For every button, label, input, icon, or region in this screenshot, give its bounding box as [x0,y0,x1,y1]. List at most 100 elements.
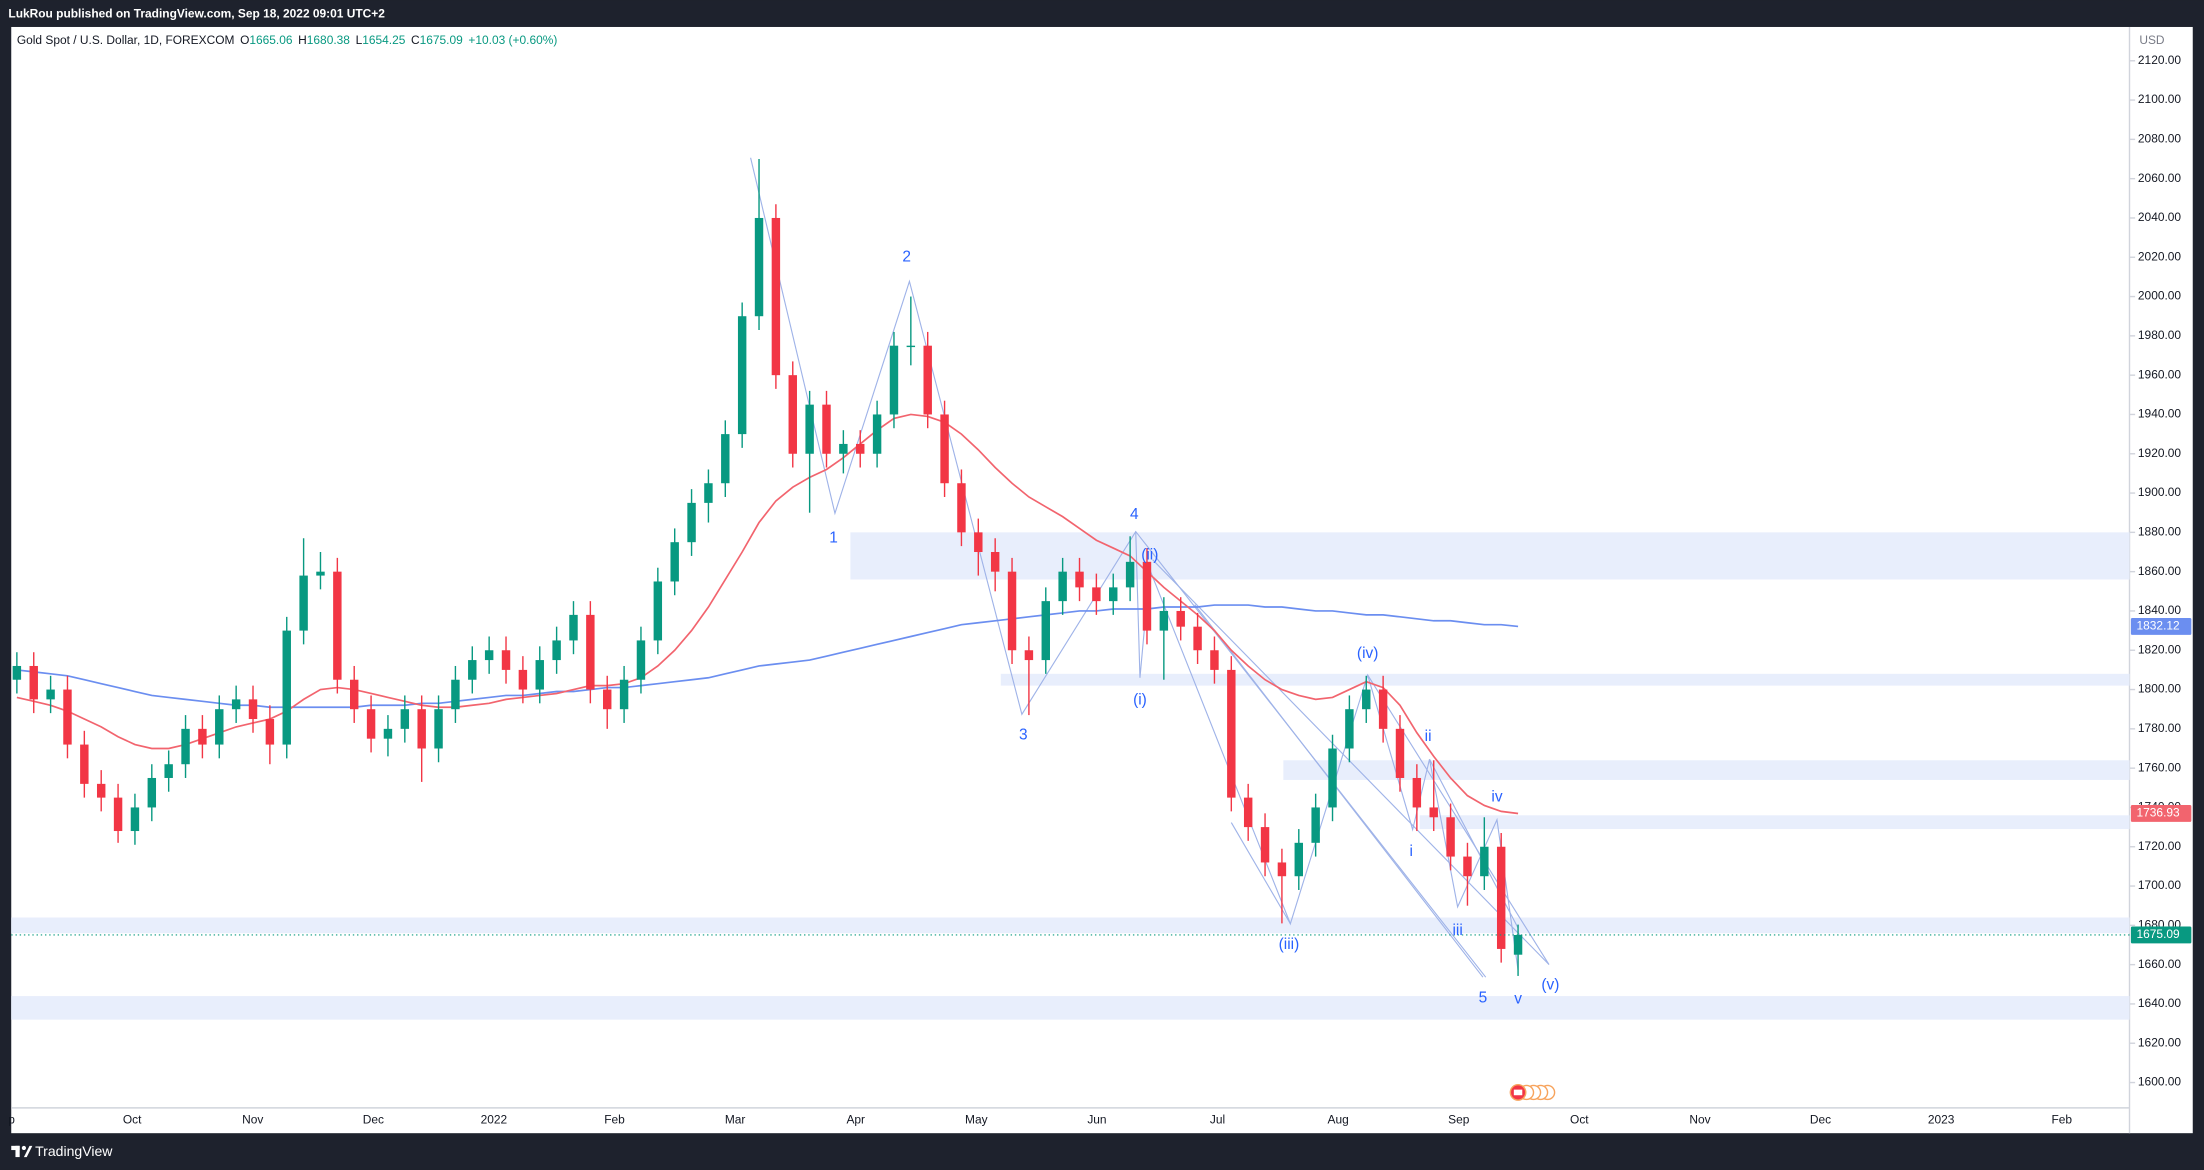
candle-body [1024,650,1034,661]
candle-body [366,709,376,739]
candle-body [1159,610,1169,631]
y-tick-label: 1960.00 [2138,367,2182,381]
candle-body [29,665,38,700]
candle-body [670,542,679,582]
candle-body [619,679,629,710]
candle-body [1412,777,1422,808]
candle-body [1345,709,1354,749]
publisher: LukRou published on TradingView.com, Sep… [8,6,385,20]
candle-body [957,483,966,533]
candle-body [113,797,123,832]
candle-body [653,581,663,641]
logo [11,1145,33,1158]
candle-body [687,502,696,543]
candle-body [1395,728,1405,778]
candle-body [1007,571,1017,651]
wave-label: 1 [829,530,838,547]
candle-body [164,764,173,778]
candle-body [265,719,275,745]
y-tick-label: 2000.00 [2138,289,2182,303]
candle-body [1041,601,1050,661]
candle-body [1125,561,1135,588]
zone [1000,673,2130,686]
candle-body [1480,846,1489,877]
candle-body [535,660,544,690]
y-tick-label: 1860.00 [2138,564,2182,578]
x-tick-label: Nov [1689,1113,1710,1127]
ohlc-label: C [411,33,420,47]
legend: Gold Spot / U.S. Dollar, 1D, FOREXCOM O16… [17,33,557,47]
candle-body [1378,689,1388,729]
price-tag [2130,618,2192,635]
candle-body [1496,846,1506,949]
ohlc-value: 1654.25 [362,33,406,47]
candle-body [569,614,578,641]
candle-body [96,783,106,798]
y-tick-label: 2020.00 [2138,249,2182,263]
candle-body [1109,587,1118,602]
y-tick-label: 1700.00 [2138,878,2182,892]
candle-body [906,345,916,348]
zone [11,996,2130,1020]
candle-body [1260,827,1270,863]
wave-line [1152,559,1550,965]
y-tick-label: 2040.00 [2138,210,2182,224]
candle-body [282,630,291,745]
ohlc-value: 1675.09 [420,33,464,47]
wave-label: 4 [1130,506,1139,523]
candle-body [856,443,865,454]
candle-body [417,709,426,749]
candle-body [1176,610,1185,627]
symbol: Gold Spot / U.S. Dollar, 1D, FOREXCOM [17,33,235,47]
candle-body [1058,571,1067,602]
x-tick-label: Oct [1570,1113,1589,1127]
x-tick-label: Jul [1210,1113,1225,1127]
candle-body [636,640,646,680]
y-tick-label: 1800.00 [2138,682,2182,696]
x-tick-label: Dec [363,1113,384,1127]
wave-label: (iii) [1279,936,1300,953]
x-tick-label: 2022 [481,1113,508,1127]
candle-body [198,728,207,745]
y-tick-label: 1760.00 [2138,760,2182,774]
candle-body [1243,797,1253,828]
wave-label: 5 [1479,989,1488,1006]
candle-body [839,443,848,454]
candle-body [1446,817,1455,857]
candle-body [1362,689,1371,710]
y-tick-label: 1920.00 [2138,446,2182,460]
candle-body [754,217,764,317]
candle-body [63,689,72,745]
candle-body [181,728,190,765]
candle-body [721,434,730,484]
candle-body [552,640,561,661]
price-tag-label: 1832.12 [2137,619,2181,633]
zone [11,917,2130,934]
candle-body [822,404,831,454]
x-tick-label: Mar [725,1113,746,1127]
chart-area [11,26,2193,1134]
y-tick-label: 1660.00 [2138,957,2182,971]
y-tick-label: 1600.00 [2138,1075,2182,1089]
wave-label: (iv) [1357,645,1378,662]
candle-body [1227,669,1236,798]
candle-body [603,689,612,710]
candle-body [468,660,477,680]
candle-body [349,679,359,710]
candle-body [434,709,443,749]
x-tick-label: Aug [1328,1113,1349,1127]
price-tag-label: 1736.93 [2137,806,2181,820]
candle-body [805,404,814,454]
y-tick-label: 1900.00 [2138,485,2182,499]
candle-body [1311,807,1320,843]
x-tick-label: Oct [123,1113,142,1127]
wave-line [1194,604,1484,978]
candle-body [248,699,258,720]
candle-body [231,699,241,710]
wave-label: (v) [1541,977,1559,994]
candle-body [12,665,22,680]
candle-body [737,316,747,435]
ohlc-label: L [356,33,363,47]
